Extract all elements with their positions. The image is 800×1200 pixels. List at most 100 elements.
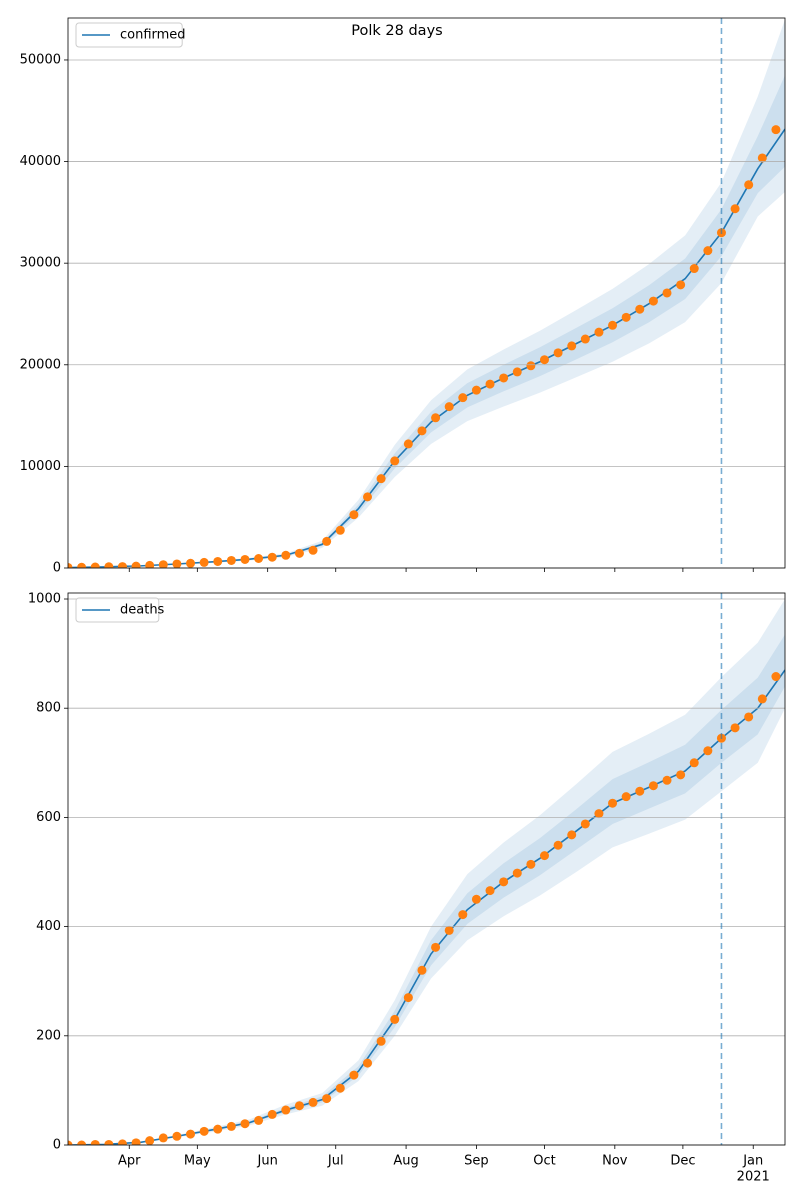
observed-point (744, 180, 754, 190)
observed-point (608, 320, 618, 330)
observed-point (104, 1139, 114, 1145)
observed-point (444, 925, 454, 935)
x-tick-label: Oct (533, 1154, 555, 1169)
observed-point (68, 1140, 73, 1145)
observed-point (608, 798, 618, 808)
observed-point (77, 562, 87, 568)
observed-point (254, 1115, 264, 1125)
observed-point (757, 694, 767, 704)
observed-point (730, 723, 740, 733)
observed-point (90, 562, 100, 568)
observed-point (676, 770, 686, 780)
observed-point (240, 554, 250, 564)
x-tick-label: Nov (602, 1154, 628, 1169)
observed-point (757, 153, 767, 163)
axes-frame (67, 592, 786, 1146)
observed-point (485, 886, 495, 896)
observed-point (117, 562, 127, 568)
observed-point (172, 1131, 182, 1141)
observed-point (335, 1083, 345, 1093)
model-line (68, 128, 785, 568)
observed-point (553, 348, 563, 358)
observed-point (580, 334, 590, 344)
y-tick-label: 600 (36, 810, 61, 825)
observed-point (376, 1036, 386, 1046)
observed-point (104, 562, 114, 568)
y-tick-label: 0 (53, 1138, 61, 1153)
observed-point (499, 373, 509, 383)
observed-point (594, 809, 604, 819)
observed-point (308, 1097, 318, 1107)
observed-point (199, 1126, 209, 1136)
observed-point (68, 562, 73, 568)
observed-point (199, 557, 209, 567)
y-tick-label: 10000 (20, 459, 61, 474)
observed-point (621, 792, 631, 802)
x-tick-label: May (184, 1154, 211, 1169)
observed-point (526, 361, 536, 371)
legend-label: deaths (120, 603, 165, 618)
legend-box (75, 22, 183, 48)
observed-point (567, 341, 577, 351)
observed-point (499, 877, 509, 887)
observed-point (363, 1058, 373, 1068)
observed-point (390, 456, 400, 466)
observed-point (349, 510, 359, 520)
observed-point (403, 439, 413, 449)
x-year-label: 2021 (737, 1170, 770, 1185)
observed-point (335, 525, 345, 535)
uncertainty-band (68, 599, 785, 1145)
x-tick-label: Sep (464, 1154, 489, 1169)
observed-point (689, 264, 699, 274)
y-tick-label: 0 (53, 561, 61, 576)
observed-point (526, 859, 536, 869)
observed-point (458, 393, 468, 403)
observed-point (471, 385, 481, 395)
observed-point (281, 550, 291, 560)
observed-point (294, 548, 304, 558)
y-tick-label: 20000 (20, 357, 61, 372)
observed-point (117, 1139, 127, 1145)
observed-point (744, 712, 754, 722)
observed-point (689, 758, 699, 768)
observed-point (145, 1136, 155, 1145)
uncertainty-band (68, 634, 785, 1145)
observed-point (662, 288, 672, 298)
observed-point (431, 413, 441, 423)
observed-point (648, 781, 658, 791)
observed-point (322, 536, 332, 546)
observed-point (145, 560, 155, 568)
observed-point (363, 492, 373, 502)
observed-point (226, 555, 236, 565)
observed-point (158, 1133, 168, 1143)
observed-point (349, 1070, 359, 1080)
y-tick-label: 40000 (20, 154, 61, 169)
observed-point (376, 474, 386, 484)
x-tick-label: Aug (393, 1154, 418, 1169)
observed-point (431, 942, 441, 952)
observed-point (567, 830, 577, 840)
x-tick-label: Dec (670, 1154, 695, 1169)
observed-point (580, 819, 590, 829)
observed-point (77, 1140, 87, 1145)
uncertainty-band (68, 75, 785, 568)
observed-point (539, 355, 549, 365)
observed-point (226, 1121, 236, 1131)
observed-point (213, 1124, 223, 1134)
observed-point (131, 561, 141, 568)
observed-point (172, 559, 182, 568)
observed-point (648, 296, 658, 306)
observed-point (186, 558, 196, 568)
observed-point (703, 746, 713, 756)
x-tick-label: Apr (118, 1154, 141, 1169)
y-tick-label: 800 (36, 701, 61, 716)
observed-point (254, 553, 264, 563)
x-tick-label: Jul (327, 1154, 344, 1169)
observed-point (322, 1094, 332, 1104)
x-tick-label: Jun (257, 1154, 278, 1169)
observed-point (213, 556, 223, 566)
y-tick-label: 1000 (28, 592, 61, 607)
chart-title: Polk 28 days (351, 23, 442, 39)
y-tick-label: 30000 (20, 256, 61, 271)
